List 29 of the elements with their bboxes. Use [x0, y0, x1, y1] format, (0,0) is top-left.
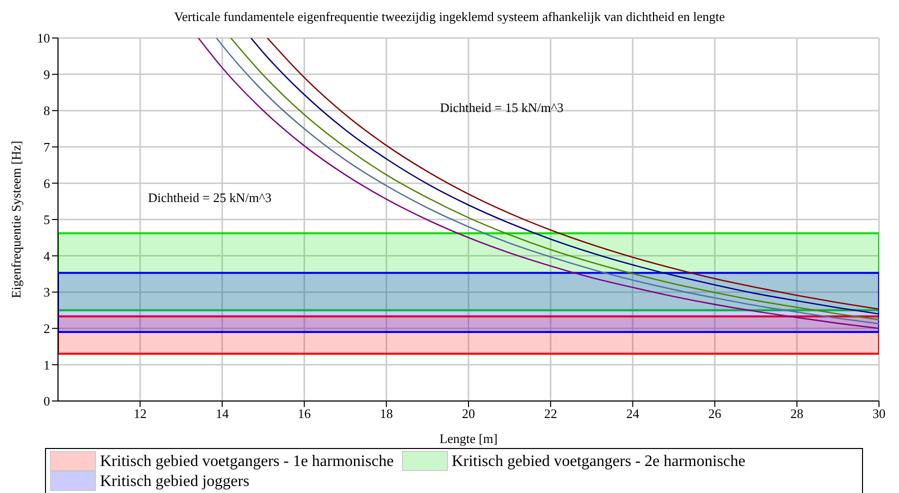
legend-label: Kritisch gebied voetgangers - 2e harmonische — [452, 452, 746, 470]
x-tick-label: 22 — [544, 406, 558, 422]
x-tick-label: 20 — [462, 406, 475, 422]
x-tick-label: 12 — [134, 406, 147, 422]
x-tick-label: 24 — [626, 406, 640, 422]
y-tick-label: 6 — [44, 176, 50, 191]
chart-title: Verticale fundamentele eigenfrequentie tweezijdig ingeklemd systeem afhankelijk van dichtheid en lengte — [173, 8, 726, 26]
legend-label: Kritisch gebied joggers — [100, 472, 250, 490]
x-tick-label: 14 — [216, 406, 230, 422]
x-tick-label: 18 — [380, 406, 393, 422]
y-tick-label: 4 — [44, 248, 50, 264]
x-tick-label: 28 — [790, 406, 804, 422]
x-tick-label: 26 — [708, 406, 722, 422]
y-tick-label: 5 — [44, 212, 50, 228]
x-tick-label: 16 — [298, 406, 312, 422]
annotation: Dichtheid = 25 kN/m^3 — [148, 190, 272, 206]
y-tick-label: 0 — [44, 394, 50, 409]
y-tick-label: 1 — [44, 357, 50, 372]
y-axis-title: Eigenfrequentie Systeem [Hz] — [8, 140, 24, 298]
y-tick-label: 2 — [44, 321, 50, 336]
legend-label: Kritisch gebied voetgangers - 1e harmonische — [100, 452, 394, 470]
x-axis-title: Lengte [m] — [439, 431, 498, 446]
annotation: Dichtheid = 15 kN/m^3 — [440, 100, 564, 116]
y-tick-label: 8 — [44, 103, 50, 118]
y-tick-label: 7 — [44, 140, 50, 155]
x-tick-label: 30 — [872, 406, 886, 422]
y-tick-label: 10 — [37, 30, 50, 46]
y-tick-label: 9 — [44, 66, 50, 82]
y-tick-label: 3 — [44, 284, 50, 300]
